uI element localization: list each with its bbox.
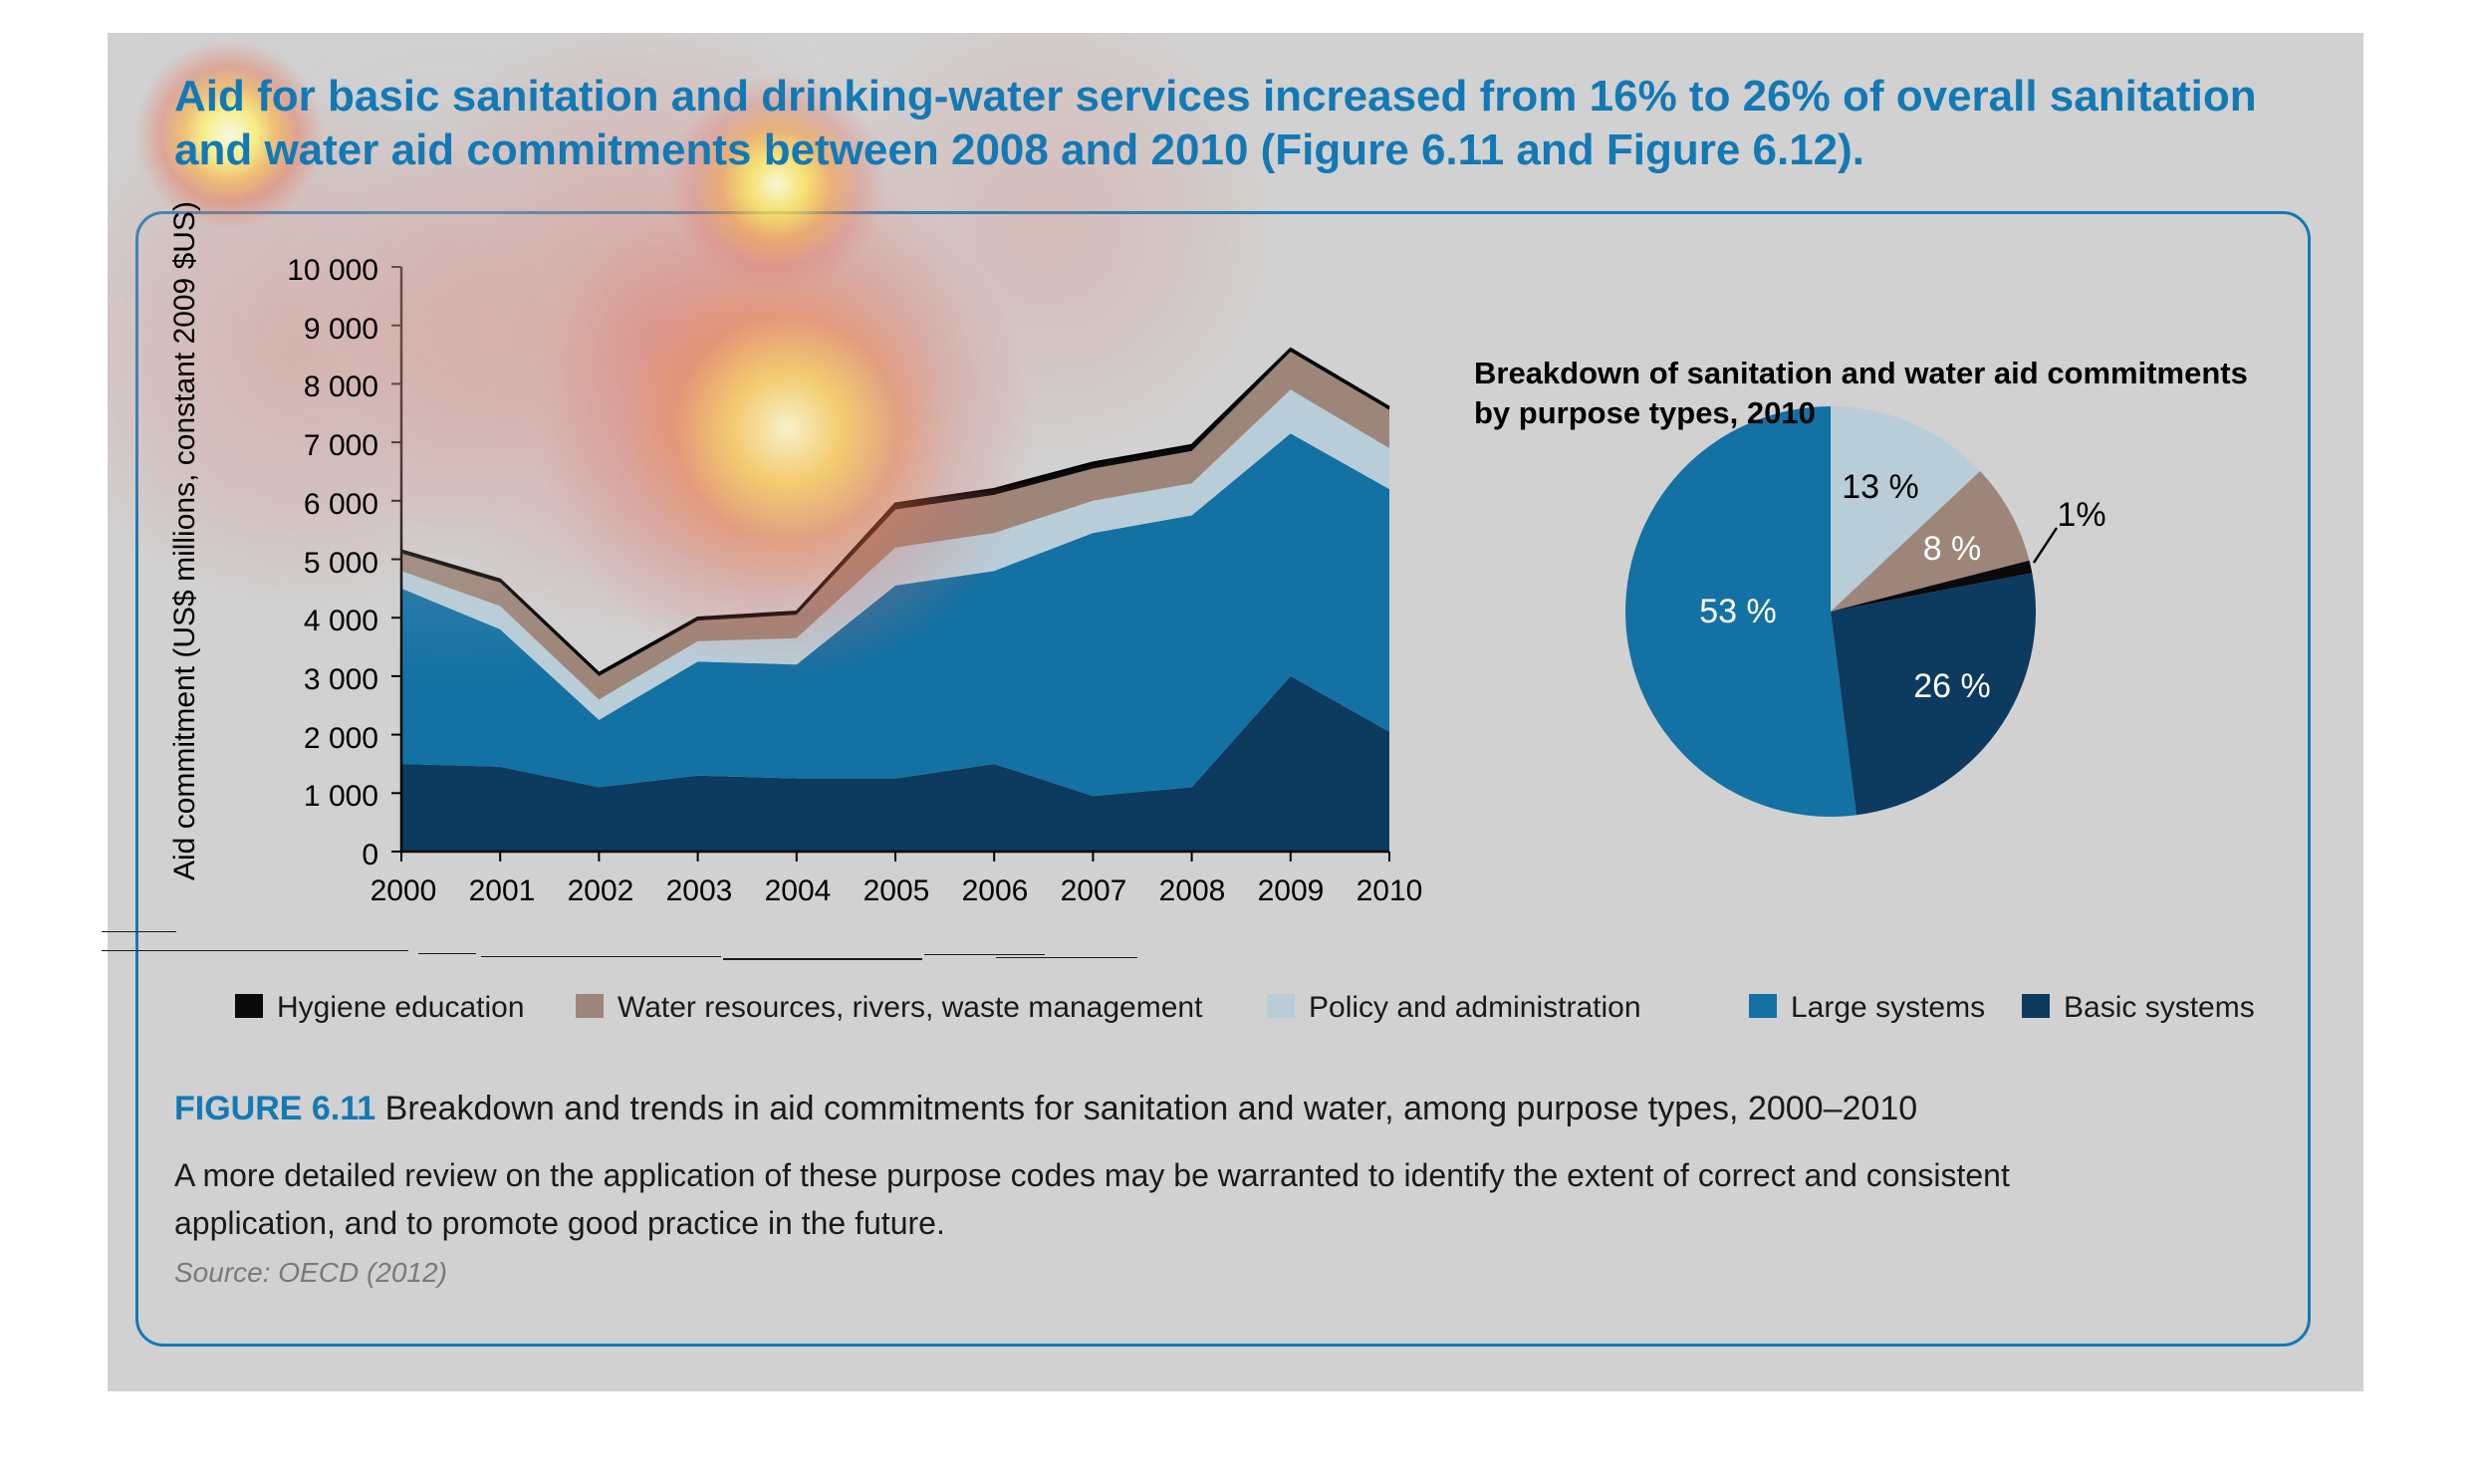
svg-text:13 %: 13 %	[1842, 468, 1919, 506]
svg-text:1%: 1%	[2057, 496, 2105, 534]
svg-text:53 %: 53 %	[1699, 593, 1777, 630]
svg-text:8 %: 8 %	[1923, 530, 1982, 568]
svg-text:26 %: 26 %	[1913, 667, 1991, 705]
